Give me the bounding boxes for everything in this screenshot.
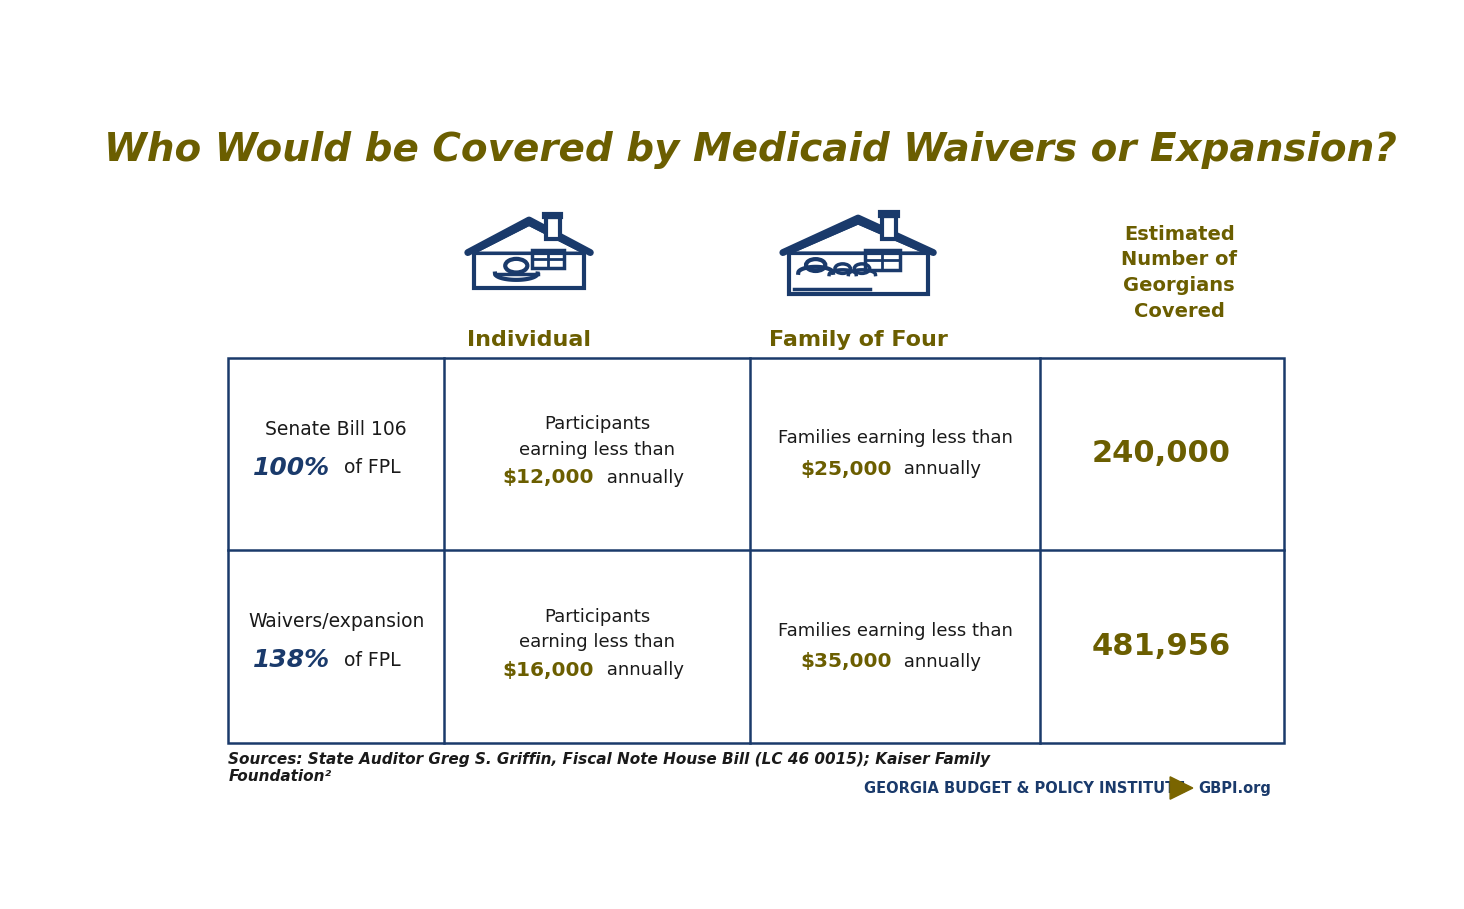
Text: Who Would be Covered by Medicaid Waivers or Expansion?: Who Would be Covered by Medicaid Waivers… [104,132,1397,169]
FancyBboxPatch shape [474,253,584,288]
Text: Waivers/expansion: Waivers/expansion [247,613,425,631]
FancyBboxPatch shape [881,215,896,239]
Text: annually: annually [899,653,981,671]
Text: 138%: 138% [253,648,331,673]
Text: earning less than: earning less than [520,633,675,651]
Text: earning less than: earning less than [520,441,675,459]
Text: Senate Bill 106: Senate Bill 106 [265,420,407,439]
Text: $12,000: $12,000 [502,468,594,487]
Text: Participants: Participants [545,608,650,626]
Polygon shape [1170,777,1193,799]
Text: Individual: Individual [467,330,591,350]
Text: GEORGIA BUDGET & POLICY INSTITUTE: GEORGIA BUDGET & POLICY INSTITUTE [864,781,1184,795]
Text: annually: annually [600,469,684,486]
Text: $25,000: $25,000 [799,460,892,479]
Text: 481,956: 481,956 [1092,632,1231,661]
Text: Sources: State Auditor Greg S. Griffin, Fiscal Note House Bill (LC 46 0015); Kai: Sources: State Auditor Greg S. Griffin, … [228,752,991,784]
Text: of FPL: of FPL [338,458,401,477]
Text: Families earning less than: Families earning less than [777,622,1013,640]
Text: 100%: 100% [253,455,331,480]
FancyBboxPatch shape [789,253,928,295]
Text: Families earning less than: Families earning less than [777,429,1013,447]
Text: annually: annually [600,661,684,679]
Polygon shape [476,225,583,252]
Text: Family of Four: Family of Four [769,330,947,350]
Text: $35,000: $35,000 [799,652,892,671]
Text: Participants: Participants [545,415,650,434]
Text: Estimated
Number of
Georgians
Covered: Estimated Number of Georgians Covered [1121,225,1237,321]
Text: GBPI.org: GBPI.org [1199,781,1271,795]
Text: $16,000: $16,000 [502,661,594,680]
Text: annually: annually [899,460,981,478]
FancyBboxPatch shape [545,214,561,217]
Text: of FPL: of FPL [338,651,401,670]
Text: 240,000: 240,000 [1092,439,1231,468]
FancyBboxPatch shape [880,212,897,215]
Polygon shape [792,223,924,252]
FancyBboxPatch shape [546,217,559,239]
